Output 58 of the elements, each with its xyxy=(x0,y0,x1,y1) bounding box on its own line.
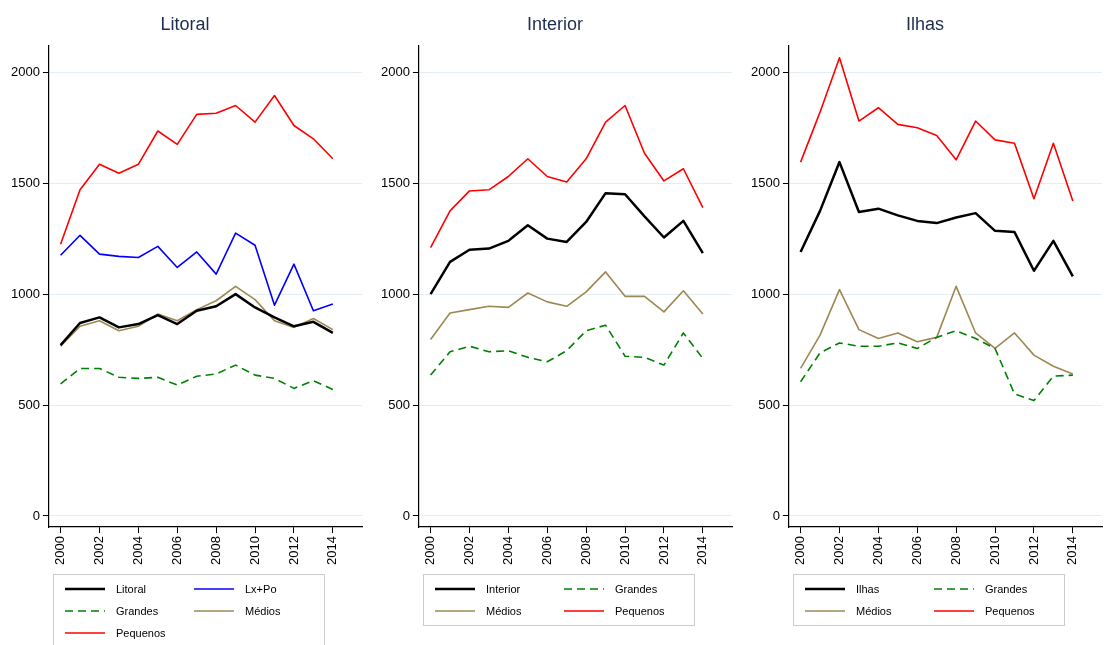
line-series xyxy=(799,329,1074,402)
legend-label: Lx+Po xyxy=(245,583,277,595)
x-tick-label: 2010 xyxy=(616,536,632,565)
y-tick-label: 1000 xyxy=(11,285,40,301)
x-tick-label: 2002 xyxy=(461,536,477,565)
y-tick-label: 1000 xyxy=(751,285,780,301)
legend-label: Grandes xyxy=(985,583,1028,595)
x-tick-label: 2006 xyxy=(908,536,924,565)
legend-label: Pequenos xyxy=(615,605,665,617)
x-tick-label: 2012 xyxy=(655,536,671,565)
x-tick-label: 2006 xyxy=(538,536,554,565)
y-tick-label: 500 xyxy=(18,396,40,412)
legend-label: Grandes xyxy=(615,583,658,595)
chart-title: Litoral xyxy=(160,13,210,34)
x-tick-label: 2014 xyxy=(324,536,340,565)
legend-label: Médios xyxy=(856,605,892,617)
x-tick-label: 2014 xyxy=(694,536,710,565)
x-tick-label: 2006 xyxy=(168,536,184,565)
x-tick-label: 2002 xyxy=(831,536,847,565)
legend-label: Litoral xyxy=(116,583,146,595)
y-tick-label: 500 xyxy=(388,396,410,412)
chart-title: Ilhas xyxy=(905,13,945,34)
y-tick-label: 2000 xyxy=(381,63,410,79)
y-tick-label: 2000 xyxy=(11,63,40,79)
y-tick-label: 1500 xyxy=(381,174,410,190)
y-tick-label: 1500 xyxy=(11,174,40,190)
x-tick-label: 2010 xyxy=(246,536,262,565)
legend-label: Pequenos xyxy=(985,605,1035,617)
x-tick-label: 2000 xyxy=(52,536,68,565)
y-tick-label: 0 xyxy=(772,507,780,523)
x-tick-label: 2008 xyxy=(577,536,593,565)
x-tick-label: 2014 xyxy=(1064,536,1080,565)
x-tick-label: 2000 xyxy=(792,536,808,565)
x-tick-label: 2008 xyxy=(207,536,223,565)
x-tick-label: 2008 xyxy=(947,536,963,565)
y-tick-label: 0 xyxy=(402,507,410,523)
legend-label: Grandes xyxy=(116,605,159,617)
x-tick-label: 2010 xyxy=(986,536,1002,565)
x-tick-label: 2004 xyxy=(499,536,515,565)
legend-label: Interior xyxy=(486,583,521,595)
x-tick-label: 2002 xyxy=(91,536,107,565)
chart-title: Interior xyxy=(526,13,584,34)
y-tick-label: 1500 xyxy=(751,174,780,190)
legend-label: Ilhas xyxy=(856,583,880,595)
x-tick-label: 2012 xyxy=(285,536,301,565)
x-tick-label: 2012 xyxy=(1025,536,1041,565)
y-tick-label: 2000 xyxy=(751,63,780,79)
y-tick-label: 500 xyxy=(758,396,780,412)
legend-label: Pequenos xyxy=(116,627,166,639)
x-tick-label: 2004 xyxy=(129,536,145,565)
x-tick-label: 2004 xyxy=(869,536,885,565)
y-tick-label: 0 xyxy=(32,507,40,523)
line-series xyxy=(59,364,334,391)
x-tick-label: 2000 xyxy=(422,536,438,565)
legend-label: Médios xyxy=(245,605,281,617)
line-series xyxy=(429,324,704,376)
legend-label: Médios xyxy=(486,605,522,617)
y-tick-label: 1000 xyxy=(381,285,410,301)
